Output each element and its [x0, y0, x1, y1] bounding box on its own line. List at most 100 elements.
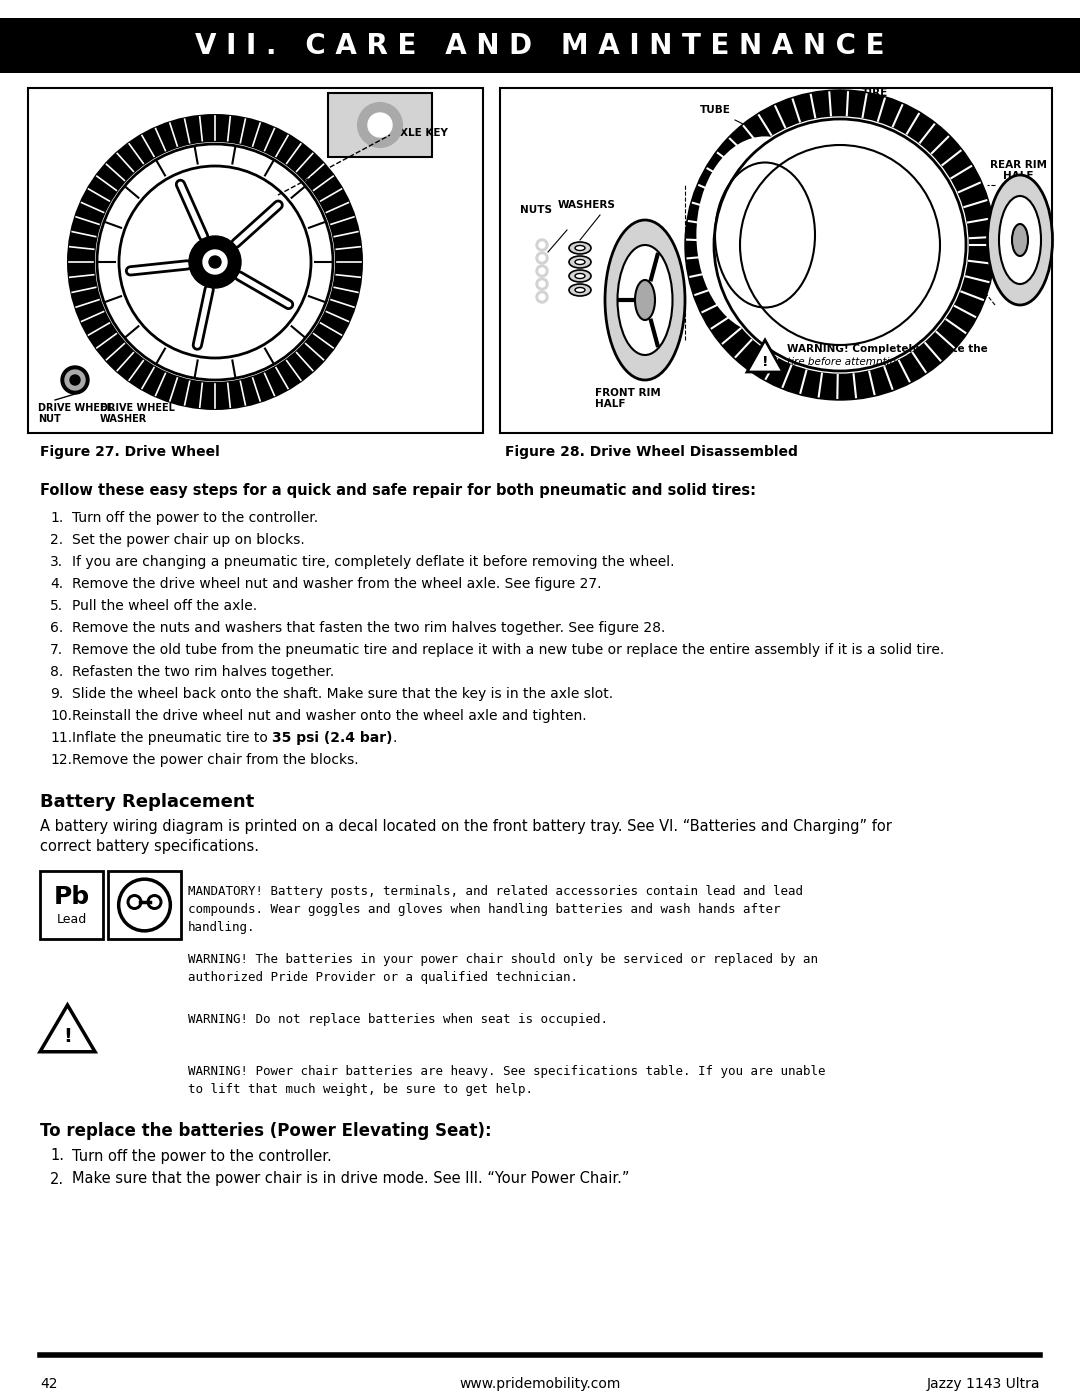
Text: Inflate the pneumatic tire to: Inflate the pneumatic tire to [72, 731, 272, 745]
Circle shape [126, 894, 143, 909]
Text: Turn off the power to the controller.: Turn off the power to the controller. [72, 1148, 332, 1164]
Text: 1.: 1. [50, 1148, 64, 1164]
Circle shape [125, 172, 305, 352]
Circle shape [95, 142, 335, 381]
Text: Remove the drive wheel nut and washer from the wheel axle. See figure 27.: Remove the drive wheel nut and washer fr… [72, 577, 602, 591]
Text: Follow these easy steps for a quick and safe repair for both pneumatic and solid: Follow these easy steps for a quick and … [40, 483, 756, 497]
Circle shape [536, 265, 548, 277]
Text: V I I .   C A R E   A N D   M A I N T E N A N C E: V I I . C A R E A N D M A I N T E N A N … [195, 32, 885, 60]
Text: handling.: handling. [188, 921, 256, 935]
Text: 2.: 2. [50, 534, 63, 548]
Circle shape [70, 374, 80, 386]
Text: Make sure that the power chair is in drive mode. See III. “Your Power Chair.”: Make sure that the power chair is in dri… [72, 1172, 630, 1186]
Text: .: . [393, 731, 397, 745]
Text: 4.: 4. [50, 577, 63, 591]
Ellipse shape [618, 244, 673, 355]
FancyBboxPatch shape [0, 18, 1080, 73]
Text: 42: 42 [40, 1377, 57, 1391]
Circle shape [685, 89, 995, 400]
Text: WASHERS: WASHERS [558, 200, 616, 210]
Text: Remove the power chair from the blocks.: Remove the power chair from the blocks. [72, 753, 359, 767]
Text: Remove the old tube from the pneumatic tire and replace it with a new tube or re: Remove the old tube from the pneumatic t… [72, 643, 944, 657]
Text: !: ! [761, 355, 768, 369]
Ellipse shape [715, 162, 815, 307]
Text: Jazzy 1143 Ultra: Jazzy 1143 Ultra [927, 1377, 1040, 1391]
Text: 10.: 10. [50, 710, 72, 724]
Ellipse shape [696, 136, 835, 335]
Ellipse shape [569, 256, 591, 268]
Ellipse shape [575, 246, 585, 250]
Text: TIRE: TIRE [862, 88, 888, 98]
Text: To replace the batteries (Power Elevating Seat):: To replace the batteries (Power Elevatin… [40, 1123, 491, 1140]
Text: to lift that much weight, be sure to get help.: to lift that much weight, be sure to get… [188, 1083, 534, 1095]
Text: If you are changing a pneumatic tire, completely deflate it before removing the : If you are changing a pneumatic tire, co… [72, 555, 675, 569]
Circle shape [539, 281, 545, 286]
Text: Battery Replacement: Battery Replacement [40, 793, 254, 812]
Text: Lead: Lead [56, 914, 86, 926]
Ellipse shape [569, 284, 591, 296]
Circle shape [539, 256, 545, 261]
Ellipse shape [999, 196, 1041, 284]
Text: Remove the nuts and washers that fasten the two rim halves together. See figure : Remove the nuts and washers that fasten … [72, 622, 665, 636]
Circle shape [60, 366, 89, 394]
Circle shape [536, 278, 548, 291]
Text: REAR RIM: REAR RIM [989, 161, 1047, 170]
Circle shape [189, 236, 241, 288]
Text: MANDATORY! Battery posts, terminals, and related accessories contain lead and le: MANDATORY! Battery posts, terminals, and… [188, 886, 804, 898]
Text: DRIVE WHEEL: DRIVE WHEEL [100, 402, 175, 414]
Text: Slide the wheel back onto the shaft. Make sure that the key is in the axle slot.: Slide the wheel back onto the shaft. Mak… [72, 687, 613, 701]
Ellipse shape [987, 175, 1053, 305]
Ellipse shape [605, 219, 685, 380]
Text: WARNING! Completely deflate the: WARNING! Completely deflate the [787, 344, 988, 353]
Circle shape [147, 894, 162, 909]
Text: 8.: 8. [50, 665, 64, 679]
Circle shape [536, 239, 548, 251]
Text: A battery wiring diagram is printed on a decal located on the front battery tray: A battery wiring diagram is printed on a… [40, 819, 892, 834]
Text: HALF: HALF [1002, 170, 1034, 182]
Text: HALF: HALF [595, 400, 625, 409]
Text: authorized Pride Provider or a qualified technician.: authorized Pride Provider or a qualified… [188, 971, 578, 983]
Text: Figure 28. Drive Wheel Disassembled: Figure 28. Drive Wheel Disassembled [505, 446, 798, 460]
Text: !: ! [63, 1027, 72, 1046]
Text: Reinstall the drive wheel nut and washer onto the wheel axle and tighten.: Reinstall the drive wheel nut and washer… [72, 710, 586, 724]
Circle shape [368, 113, 392, 137]
Text: 6.: 6. [50, 622, 64, 636]
Text: FRONT RIM: FRONT RIM [595, 388, 661, 398]
Circle shape [210, 256, 221, 268]
Text: WARNING! The batteries in your power chair should only be serviced or replaced b: WARNING! The batteries in your power cha… [188, 953, 818, 965]
Text: 7.: 7. [50, 643, 63, 657]
FancyBboxPatch shape [40, 870, 103, 939]
Text: Refasten the two rim halves together.: Refasten the two rim halves together. [72, 665, 334, 679]
Ellipse shape [1012, 224, 1028, 256]
Text: Pb: Pb [53, 884, 90, 909]
Text: 35 psi (2.4 bar): 35 psi (2.4 bar) [272, 731, 393, 745]
Text: correct battery specifications.: correct battery specifications. [40, 840, 259, 854]
Text: www.pridemobility.com: www.pridemobility.com [459, 1377, 621, 1391]
Text: NUT: NUT [38, 414, 60, 425]
Text: Pull the wheel off the axle.: Pull the wheel off the axle. [72, 599, 257, 613]
Text: WASHER: WASHER [100, 414, 147, 425]
Text: compounds. Wear goggles and gloves when handling batteries and wash hands after: compounds. Wear goggles and gloves when … [188, 902, 781, 916]
Circle shape [149, 897, 160, 907]
Text: 5.: 5. [50, 599, 63, 613]
Circle shape [357, 103, 402, 147]
Text: DRIVE WHEEL: DRIVE WHEEL [38, 402, 113, 414]
Ellipse shape [575, 274, 585, 278]
Text: Turn off the power to the controller.: Turn off the power to the controller. [72, 511, 319, 525]
Text: TUBE: TUBE [700, 105, 731, 115]
Circle shape [536, 251, 548, 264]
Text: NUTS: NUTS [519, 205, 552, 215]
Text: AXLE KEY: AXLE KEY [392, 129, 448, 138]
Text: 12.: 12. [50, 753, 72, 767]
Circle shape [65, 370, 85, 390]
FancyBboxPatch shape [28, 88, 483, 433]
Ellipse shape [575, 288, 585, 292]
Circle shape [130, 897, 139, 907]
Polygon shape [40, 1004, 95, 1052]
Circle shape [67, 115, 363, 409]
Circle shape [536, 291, 548, 303]
Text: WARNING! Power chair batteries are heavy. See specifications table. If you are u: WARNING! Power chair batteries are heavy… [188, 1065, 825, 1077]
Text: 1.: 1. [50, 511, 64, 525]
Circle shape [539, 293, 545, 300]
Text: 9.: 9. [50, 687, 64, 701]
